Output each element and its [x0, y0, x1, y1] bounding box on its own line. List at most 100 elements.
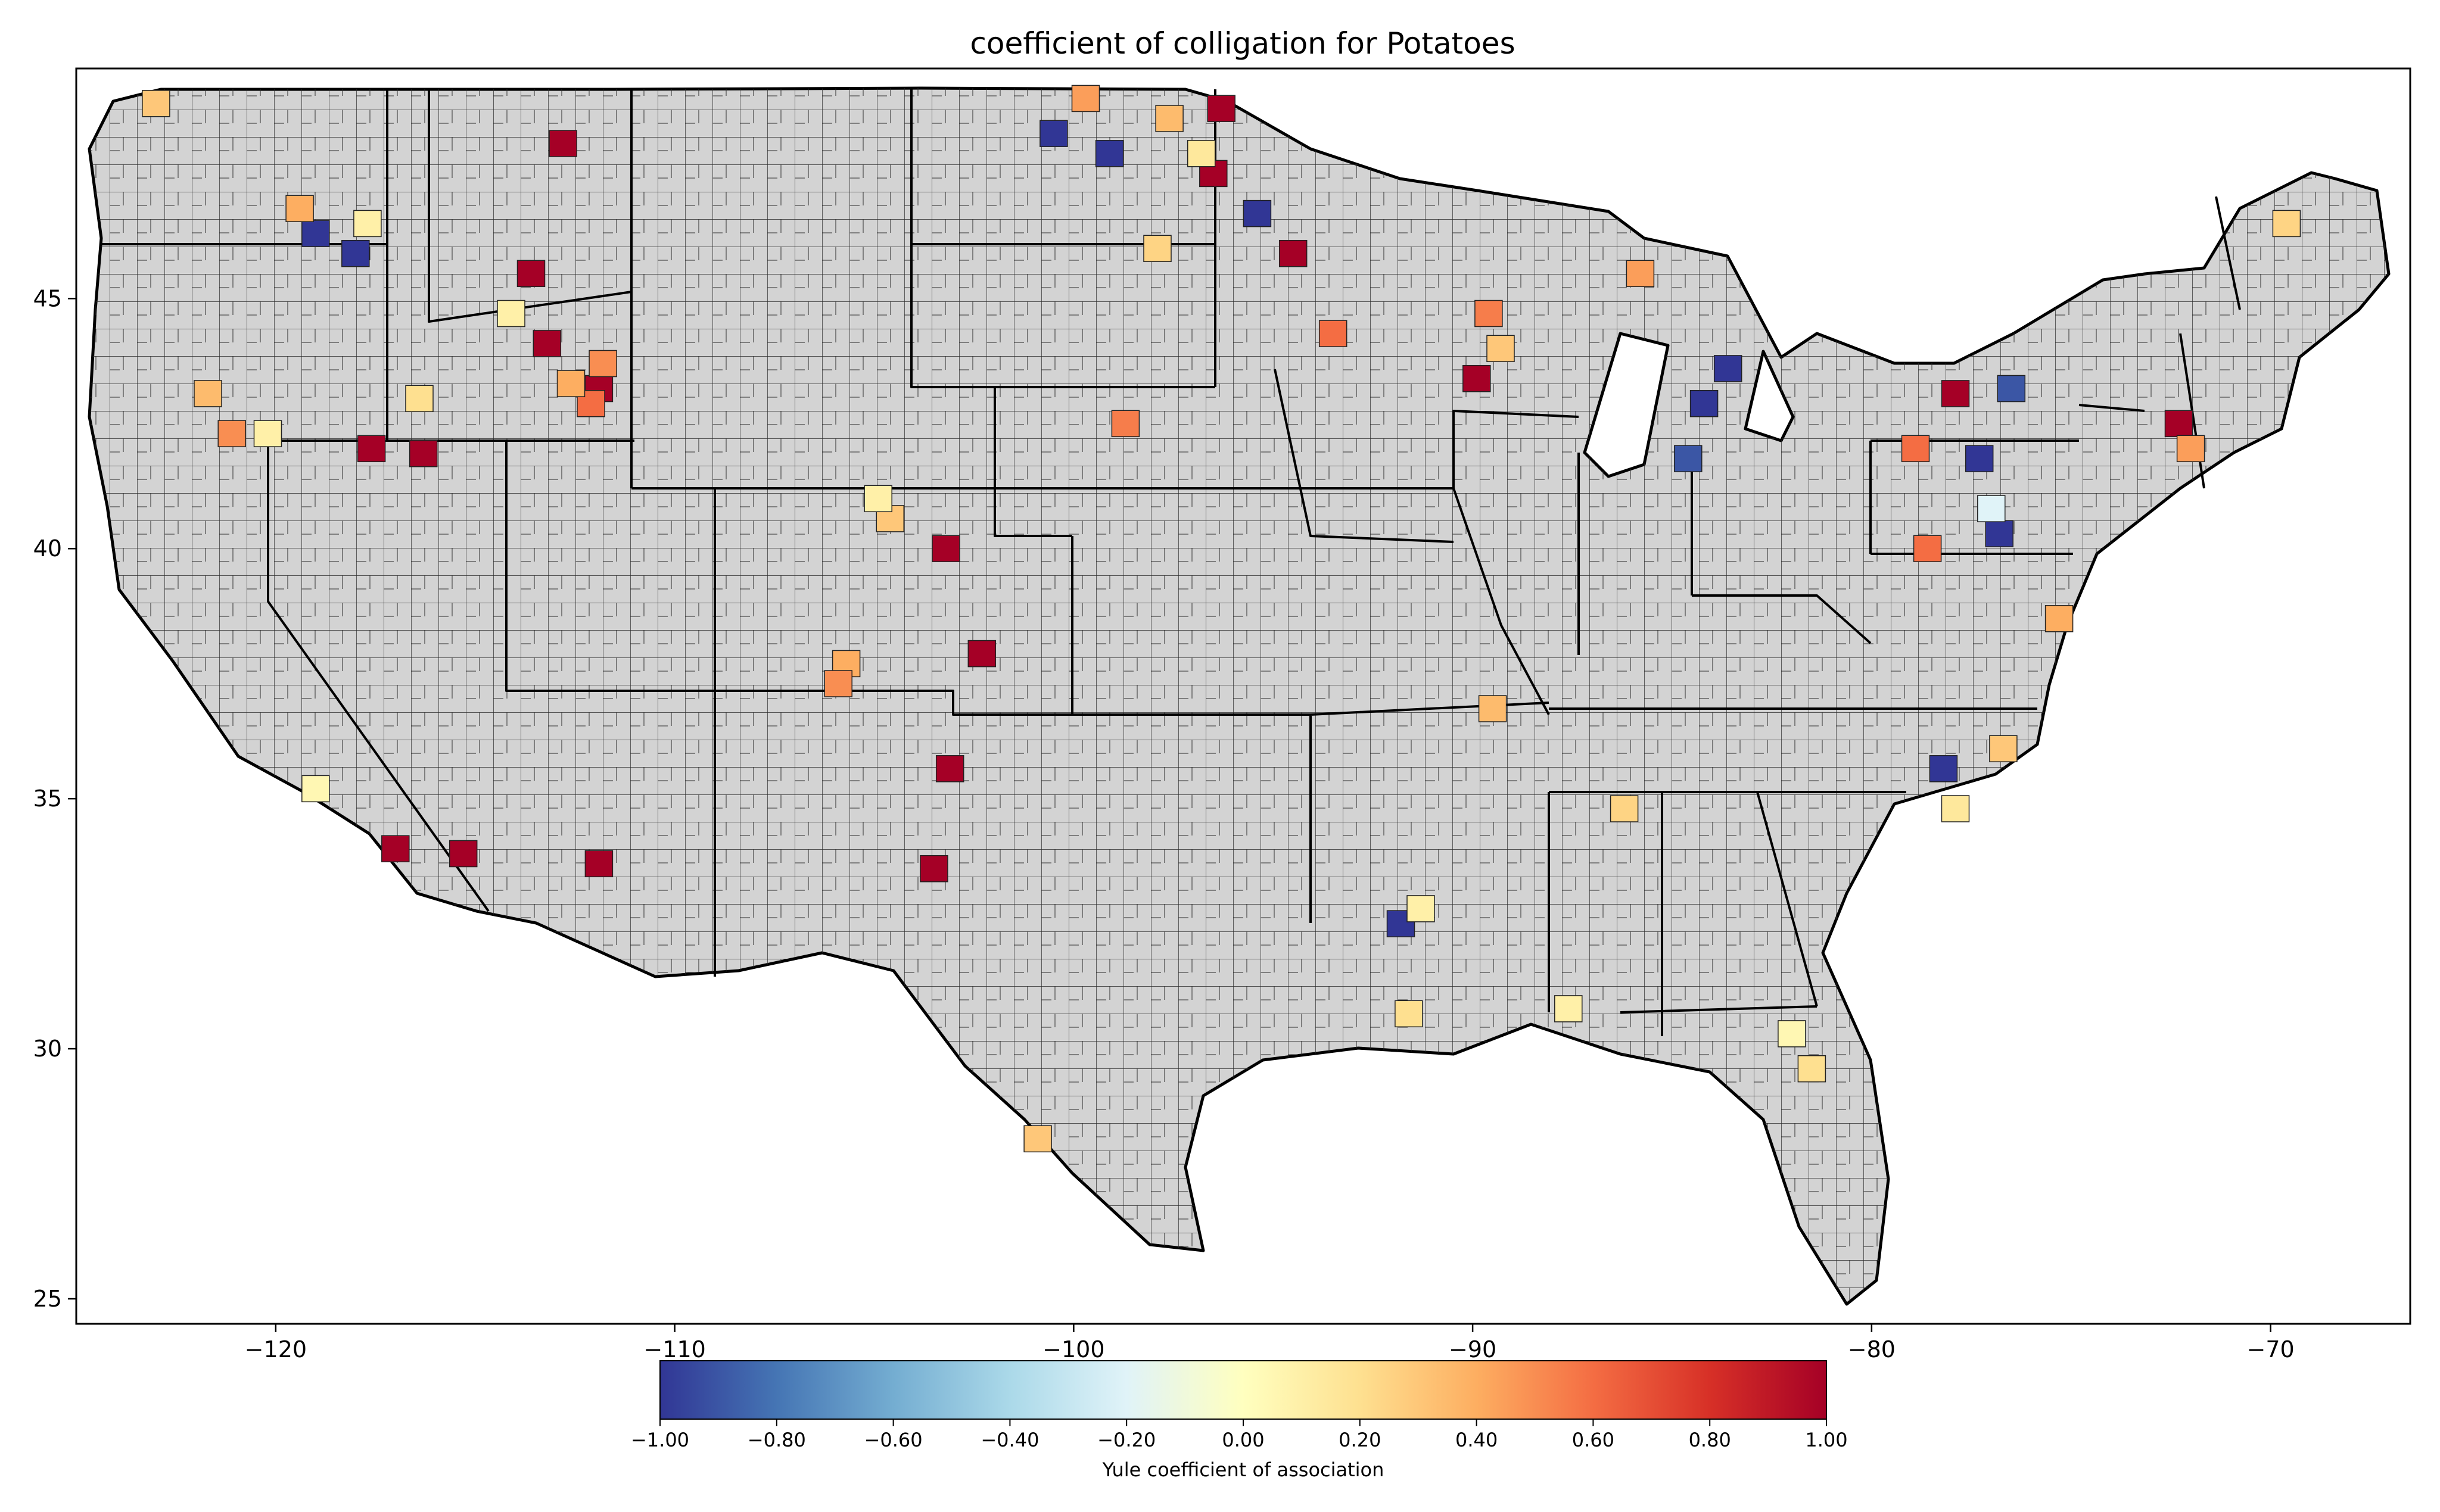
- county-region: [1111, 410, 1140, 438]
- colorbar-ticks: −1.00 −0.80 −0.60 −0.40 −0.20 0.00 0.20 0.40 0.6…: [631, 1419, 1848, 1451]
- county-region: [1095, 140, 1124, 167]
- county-region: [1997, 375, 2026, 403]
- x-tick-label: −90: [1449, 1336, 1496, 1363]
- x-tick-label: −100: [1042, 1336, 1104, 1363]
- county-region: [1941, 795, 1970, 822]
- latitude-ticks: 25 30 35 40 45: [33, 285, 76, 1312]
- county-region: [1689, 389, 1719, 417]
- county-region: [935, 755, 964, 783]
- colorbar-gradient-bar: [659, 1360, 1827, 1420]
- county-region: [1318, 320, 1347, 347]
- county-region: [1626, 260, 1655, 288]
- y-tick-label: 35: [33, 785, 62, 812]
- y-tick-label: 25: [33, 1286, 62, 1312]
- county-region: [1386, 910, 1415, 937]
- county-region: [1929, 755, 1958, 783]
- county-region: [920, 855, 948, 883]
- county-region: [357, 435, 386, 463]
- county-region: [1143, 235, 1172, 263]
- y-tick-label: 45: [33, 285, 62, 311]
- county-region: [2164, 410, 2193, 438]
- county-region: [409, 439, 438, 467]
- county-region: [449, 840, 478, 868]
- county-region: [142, 90, 170, 117]
- county-region: [1989, 735, 2018, 762]
- county-region: [1486, 335, 1515, 363]
- county-region: [967, 640, 997, 668]
- county-region: [1243, 199, 1272, 227]
- colorbar-tick-label: −0.20: [1097, 1429, 1156, 1451]
- county-region: [1901, 435, 1930, 463]
- county-region: [1610, 795, 1639, 822]
- county-region: [549, 130, 577, 157]
- county-region: [353, 210, 382, 238]
- county-region: [1713, 355, 1742, 382]
- county-region: [217, 420, 246, 447]
- county-region: [1778, 1020, 1806, 1048]
- colorbar-tick-label: 1.00: [1805, 1429, 1847, 1451]
- colorbar-tick-label: −1.00: [631, 1429, 689, 1451]
- county-region: [2272, 210, 2301, 238]
- county-region: [2176, 435, 2205, 463]
- county-grid-lines: [89, 88, 2389, 1304]
- county-region: [301, 220, 330, 247]
- county-region: [2044, 605, 2074, 632]
- county-region: [1155, 105, 1184, 132]
- county-region: [1207, 95, 1235, 122]
- county-region: [1395, 1000, 1423, 1028]
- county-region: [1278, 239, 1308, 267]
- colorbar-tick-label: −0.60: [864, 1429, 923, 1451]
- county-region: [1023, 1125, 1052, 1153]
- y-tick-label: 30: [33, 1036, 62, 1062]
- colorbar-tick-label: 0.20: [1339, 1429, 1381, 1451]
- x-tick-label: −70: [2246, 1336, 2294, 1363]
- x-tick-label: −80: [1848, 1336, 1896, 1363]
- county-region: [1406, 895, 1435, 922]
- county-region: [285, 195, 314, 222]
- county-region: [1977, 495, 2006, 522]
- county-region: [1071, 85, 1100, 113]
- county-region: [1797, 1055, 1826, 1083]
- county-region: [194, 380, 222, 407]
- county-region: [341, 239, 370, 267]
- colorbar-tick-label: 0.60: [1572, 1429, 1614, 1451]
- county-region: [533, 330, 562, 357]
- colorbar-tick-label: 0.80: [1689, 1429, 1731, 1451]
- county-region: [1554, 995, 1583, 1022]
- county-region: [1187, 140, 1216, 167]
- county-region: [584, 850, 614, 878]
- county-region: [497, 300, 525, 328]
- county-region: [556, 370, 586, 397]
- county-region: [1941, 380, 1970, 407]
- county-region: [253, 420, 282, 447]
- county-region: [1965, 445, 1994, 472]
- colorbar-tick-label: −0.40: [981, 1429, 1039, 1451]
- county-region: [381, 835, 410, 862]
- y-tick-label: 40: [33, 535, 62, 562]
- x-tick-label: −110: [643, 1336, 705, 1363]
- county-regions: [142, 85, 2301, 1153]
- map-title: coefficient of colligation for Potatoes: [970, 26, 1515, 61]
- colorbar: −1.00 −0.80 −0.60 −0.40 −0.20 0.00 0.20 0.40 0.6…: [631, 1360, 1848, 1481]
- county-region: [589, 350, 617, 378]
- county-region: [1674, 445, 1703, 472]
- county-region: [405, 385, 434, 413]
- county-region: [1040, 120, 1068, 147]
- state-borders: [101, 89, 2241, 1036]
- county-region: [1985, 520, 2013, 547]
- map-layer: [88, 85, 2391, 1306]
- x-tick-label: −120: [245, 1336, 307, 1363]
- longitude-ticks: −120 −110 −100 −90 −80 −70: [245, 1324, 2295, 1363]
- county-region: [864, 485, 892, 513]
- county-region: [301, 775, 330, 803]
- colorbar-label: Yule coefficient of association: [1102, 1458, 1384, 1481]
- county-region: [516, 260, 546, 288]
- county-region: [1462, 364, 1491, 392]
- county-region: [932, 535, 960, 562]
- county-region: [824, 670, 852, 697]
- colorbar-tick-label: −0.80: [748, 1429, 806, 1451]
- colorbar-tick-label: 0.00: [1222, 1429, 1264, 1451]
- county-region: [1913, 535, 1942, 562]
- county-region: [1474, 300, 1503, 328]
